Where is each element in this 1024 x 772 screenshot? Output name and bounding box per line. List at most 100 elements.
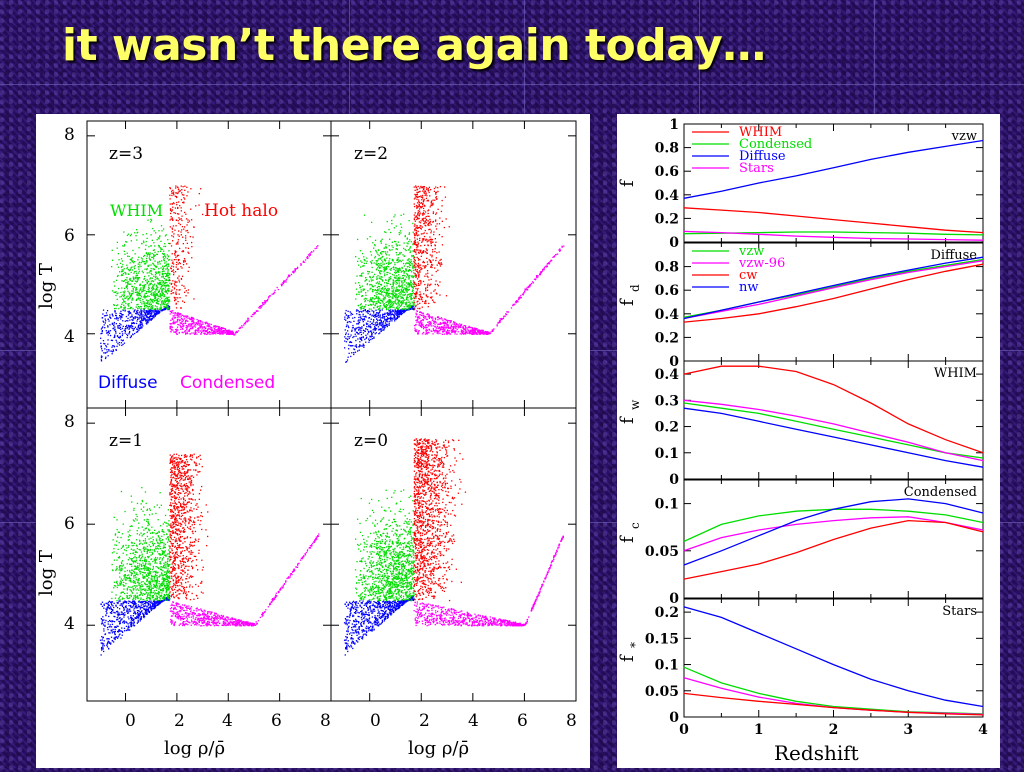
scatter-point: [449, 327, 451, 329]
scatter-point: [385, 290, 388, 292]
scatter-point: [432, 221, 434, 223]
scatter-point: [258, 305, 261, 308]
scatter-point: [414, 285, 416, 288]
scatter-point: [180, 307, 182, 309]
scatter-point: [142, 319, 144, 321]
scatter-point: [244, 323, 246, 325]
scatter-point: [426, 289, 429, 291]
scatter-point: [128, 333, 130, 335]
scatter-point: [222, 330, 224, 332]
scatter-point: [414, 272, 416, 275]
scatter-point: [155, 302, 158, 304]
scatter-point: [389, 307, 391, 309]
scatter-point: [122, 339, 124, 341]
scatter-point: [413, 250, 415, 253]
scatter-point: [113, 325, 115, 327]
scatter-point: [183, 202, 185, 204]
scatter-point: [161, 309, 164, 311]
scatter-point: [136, 293, 138, 295]
scatter-point: [381, 317, 383, 319]
scatter-point: [153, 255, 155, 257]
scatter-point: [393, 227, 395, 229]
scatter-point: [117, 304, 119, 306]
scatter-point: [116, 275, 119, 277]
scatter-point: [415, 225, 417, 227]
scatter-point: [214, 331, 216, 333]
scatter-point: [173, 202, 175, 205]
scatter-point: [373, 262, 375, 264]
scatter-point: [449, 333, 451, 335]
scatter-point: [363, 318, 365, 320]
scatter-point: [136, 316, 138, 318]
scatter-point: [187, 251, 189, 253]
scatter-point: [182, 332, 184, 334]
scatter-point: [138, 262, 141, 264]
scatter-point: [406, 305, 408, 308]
scatter-point: [185, 218, 188, 220]
scatter-point: [152, 268, 154, 270]
scatter-point: [220, 328, 223, 331]
scatter-point: [124, 328, 126, 330]
scatter-point: [151, 239, 153, 241]
scatter-point: [377, 289, 379, 291]
scatter-point: [414, 327, 416, 329]
scatter-point: [285, 281, 287, 283]
scatter-point: [110, 317, 112, 319]
scatter-point: [423, 191, 425, 193]
scatter-point: [149, 255, 151, 257]
scatter-point: [389, 300, 391, 302]
scatter-point: [418, 284, 420, 286]
scatter-point: [134, 232, 136, 234]
scatter-point: [226, 333, 228, 335]
scatter-point: [383, 291, 386, 293]
scatter-point: [144, 248, 147, 250]
scatter-point: [402, 309, 404, 311]
scatter-point: [391, 245, 393, 247]
scatter-point: [156, 298, 159, 301]
scatter-point: [156, 253, 159, 256]
scatter-point: [559, 249, 561, 251]
scatter-point: [376, 294, 378, 296]
scatter-point: [387, 265, 389, 267]
scatter-point: [311, 251, 313, 253]
scatter-point: [395, 293, 397, 295]
scatter-point: [420, 195, 422, 197]
scatter-point: [419, 295, 422, 297]
scatter-point: [470, 329, 472, 331]
scatter-point: [366, 257, 368, 259]
scatter-point: [471, 330, 473, 332]
scatter-point: [114, 335, 116, 337]
scatter-point: [365, 294, 367, 296]
scatter-point: [161, 252, 164, 255]
scatter-point: [394, 276, 396, 278]
scatter-point: [163, 282, 166, 284]
scatter-point: [417, 199, 420, 201]
scatter-point: [397, 257, 399, 259]
scatter-point: [372, 298, 374, 300]
scatter-point: [413, 203, 415, 205]
scatter-point: [165, 285, 168, 287]
scatter-point: [415, 215, 417, 217]
scatter-point: [111, 322, 113, 324]
scatter-point: [157, 297, 159, 299]
scatter-point: [455, 323, 458, 326]
scatter-point: [368, 338, 370, 340]
scatter-point: [416, 235, 419, 237]
scatter-point: [438, 251, 440, 253]
scatter-point: [175, 185, 177, 187]
scatter-point: [525, 289, 527, 291]
scatter-point: [393, 274, 395, 276]
scatter-point: [387, 262, 389, 264]
scatter-point: [172, 310, 174, 312]
scatter-point: [171, 209, 174, 211]
scatter-point: [478, 330, 480, 332]
scatter-point: [373, 312, 375, 314]
scatter-point: [434, 267, 436, 269]
scatter-point: [363, 306, 366, 308]
scatter-point: [515, 302, 517, 304]
scatter-point: [164, 303, 166, 305]
scatter-point: [138, 256, 140, 258]
scatter-point: [120, 618, 122, 620]
scatter-point: [398, 289, 400, 291]
scatter-point: [358, 257, 360, 260]
